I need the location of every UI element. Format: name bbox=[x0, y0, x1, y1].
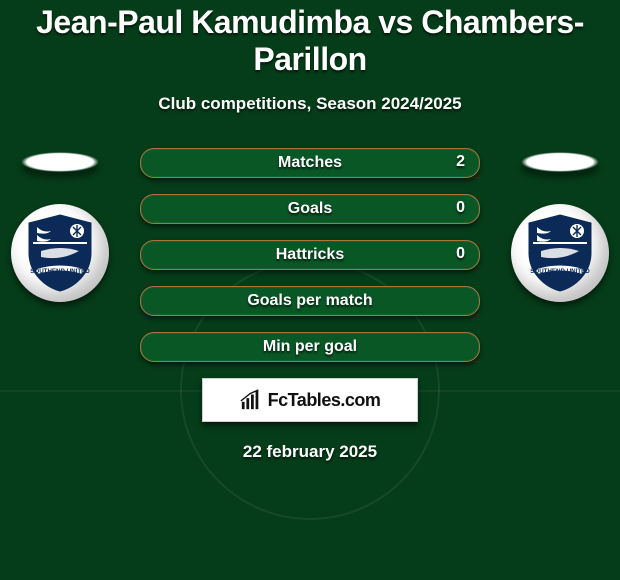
stat-right-value: 2 bbox=[456, 153, 465, 171]
page-subtitle: Club competitions, Season 2024/2025 bbox=[0, 94, 620, 114]
brand-name: FcTables.com bbox=[268, 390, 381, 411]
stat-label: Goals bbox=[288, 200, 332, 218]
stat-row-matches: Matches 2 bbox=[140, 148, 480, 178]
stat-right-value: 0 bbox=[456, 199, 465, 217]
stat-row-hattricks: Hattricks 0 bbox=[140, 240, 480, 270]
left-club-crest: SOUTHEND UNITED bbox=[11, 204, 109, 302]
stat-right-value: 0 bbox=[456, 245, 465, 263]
bar-chart-icon bbox=[240, 389, 262, 411]
snapshot-date: 22 february 2025 bbox=[140, 442, 480, 462]
stat-rows: Matches 2 Goals 0 Hattricks 0 Goals per … bbox=[140, 148, 480, 462]
stat-label: Matches bbox=[278, 154, 342, 172]
right-player-column: SOUTHEND UNITED bbox=[500, 148, 620, 302]
stat-label: Min per goal bbox=[263, 338, 357, 356]
left-player-column: SOUTHEND UNITED bbox=[0, 148, 120, 302]
brand-badge: FcTables.com bbox=[202, 378, 418, 422]
right-club-crest: SOUTHEND UNITED bbox=[511, 204, 609, 302]
stat-label: Goals per match bbox=[247, 292, 372, 310]
stat-row-goals: Goals 0 bbox=[140, 194, 480, 224]
svg-text:SOUTHEND UNITED: SOUTHEND UNITED bbox=[30, 268, 90, 275]
page-title: Jean-Paul Kamudimba vs Chambers-Parillon bbox=[0, 0, 620, 78]
comparison-panel: SOUTHEND UNITED SOUTHEND UNITED Matches … bbox=[0, 148, 620, 462]
stat-row-goals-per-match: Goals per match bbox=[140, 286, 480, 316]
shield-icon: SOUTHEND UNITED bbox=[25, 213, 95, 293]
svg-text:SOUTHEND UNITED: SOUTHEND UNITED bbox=[530, 268, 590, 275]
stat-label: Hattricks bbox=[276, 246, 344, 264]
left-player-photo-placeholder bbox=[21, 152, 99, 172]
shield-icon: SOUTHEND UNITED bbox=[525, 213, 595, 293]
right-player-photo-placeholder bbox=[521, 152, 599, 172]
stat-row-min-per-goal: Min per goal bbox=[140, 332, 480, 362]
